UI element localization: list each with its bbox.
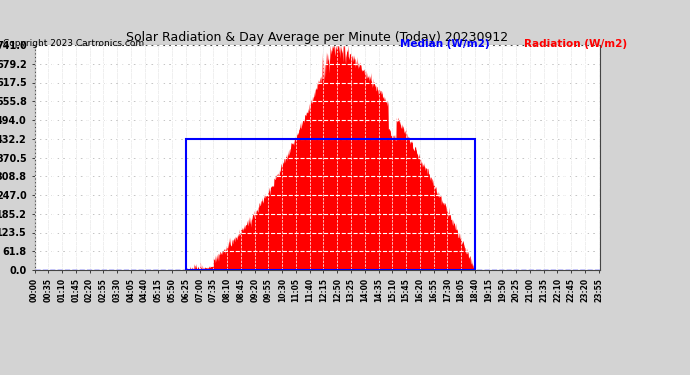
Text: Copyright 2023 Cartronics.com: Copyright 2023 Cartronics.com [3, 39, 145, 48]
Title: Solar Radiation & Day Average per Minute (Today) 20230912: Solar Radiation & Day Average per Minute… [126, 31, 509, 44]
Text: Median (W/m2): Median (W/m2) [400, 39, 490, 50]
Text: Radiation (W/m2): Radiation (W/m2) [524, 39, 627, 50]
Bar [186, 139, 475, 270]
